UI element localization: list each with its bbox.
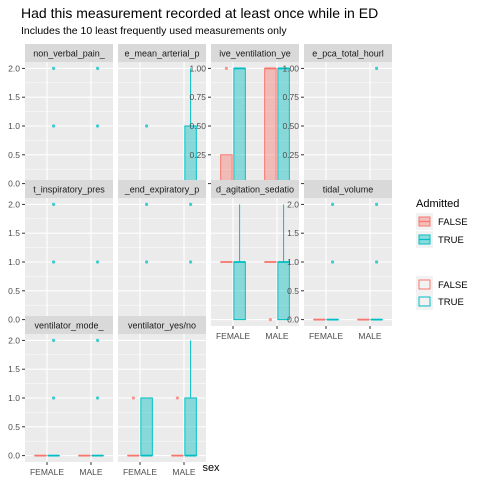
outlier-point xyxy=(96,260,99,263)
box-female-true xyxy=(234,68,246,183)
facet-panel: t_inspiratory_pres 0.0 0.5 1.0 1.5 2.0 xyxy=(8,180,113,326)
box-body xyxy=(221,155,233,184)
facet-strip-label: non_verbal_pain_ xyxy=(33,49,106,59)
box-body xyxy=(234,68,246,183)
y-tick-label: 1.0 xyxy=(8,121,20,131)
outlier-point xyxy=(52,67,55,70)
outlier-point xyxy=(176,396,179,399)
outlier-point xyxy=(331,203,334,206)
facet-strip-label: d_agitation_sedatio xyxy=(216,185,294,195)
facet-strip-label: ventilator_mode_ xyxy=(34,321,104,331)
facet-strip-label: tidal_volume xyxy=(323,185,374,195)
outlier-point xyxy=(52,203,55,206)
box-body xyxy=(234,262,246,320)
outlier-point xyxy=(132,396,135,399)
x-tick-label: MALE xyxy=(79,467,102,477)
outlier-point xyxy=(331,260,334,263)
y-tick-label: 1.5 xyxy=(8,228,20,238)
outlier-point xyxy=(52,396,55,399)
y-tick-label: 0.0 xyxy=(8,315,20,325)
x-tick-label: FEMALE xyxy=(30,467,64,477)
facet-strip-label: ventilator_yes/no xyxy=(128,321,196,331)
legend-box-label: FALSE xyxy=(438,217,468,228)
y-tick-label: 0.5 xyxy=(8,286,20,296)
outlier-point xyxy=(96,124,99,127)
x-axis-label: sex xyxy=(202,462,220,474)
y-tick-label: 0.75 xyxy=(189,92,206,102)
legend-title: Admitted xyxy=(416,198,459,210)
box-body xyxy=(265,68,277,183)
y-tick-label: 1.0 xyxy=(287,257,299,267)
box-male-false xyxy=(265,68,277,183)
outlier-point xyxy=(375,203,378,206)
x-tick-label: FEMALE xyxy=(123,467,157,477)
legend-box-label: TRUE xyxy=(438,235,464,246)
outlier-point xyxy=(375,260,378,263)
y-tick-label: 0.0 xyxy=(8,179,20,189)
outlier-point xyxy=(52,260,55,263)
y-tick-label: 1.00 xyxy=(189,63,206,73)
y-tick-label: 2.0 xyxy=(8,335,20,345)
y-tick-label: 0.5 xyxy=(8,150,20,160)
y-tick-label: 0.5 xyxy=(8,422,20,432)
outlier-point xyxy=(269,318,272,321)
y-tick-label: 1.5 xyxy=(8,92,20,102)
outlier-point xyxy=(375,67,378,70)
outlier-point xyxy=(96,396,99,399)
facet-strip-label: _end_expiratory_p xyxy=(124,185,200,195)
y-tick-label: 2.0 xyxy=(287,199,299,209)
y-tick-label: 0.0 xyxy=(8,451,20,461)
facet-panels: non_verbal_pain_ 0.0 0.5 1.0 1.5 2.0 e_mean_ar… xyxy=(8,44,392,477)
facet-strip-label: ive_ventilation_ye xyxy=(219,49,291,59)
outlier-point xyxy=(52,339,55,342)
box-body xyxy=(141,398,153,456)
outlier-point xyxy=(145,260,148,263)
facet-panel: d_agitation_sedatio FEMALE MALE xyxy=(211,180,299,341)
y-tick-label: 1.00 xyxy=(282,63,299,73)
outlier-point xyxy=(96,339,99,342)
outlier-point xyxy=(189,260,192,263)
x-tick-label: FEMALE xyxy=(309,331,343,341)
x-tick-label: FEMALE xyxy=(216,331,250,341)
chart-subtitle: Includes the 10 least frequently used me… xyxy=(21,25,287,37)
legend: Admitted FALSE TRUE FALSE TRUE xyxy=(416,198,468,310)
y-tick-label: 0.25 xyxy=(282,150,299,160)
y-tick-label: 0.5 xyxy=(287,286,299,296)
y-tick-label: 1.0 xyxy=(8,393,20,403)
outlier-point xyxy=(145,203,148,206)
y-tick-label: 0.50 xyxy=(189,121,206,131)
y-tick-label: 0.0 xyxy=(287,315,299,325)
facet-panel: non_verbal_pain_ 0.0 0.5 1.0 1.5 2.0 xyxy=(8,44,113,190)
facet-panel: ventilator_yes/no FEMALE MALE xyxy=(118,316,206,477)
x-tick-label: MALE xyxy=(265,331,288,341)
facet-panel: ventilator_mode_ 0.0 0.5 1.0 1.5 2.0 FEMALE MAL… xyxy=(8,316,113,477)
facet-panel: tidal_volume 0.0 0.5 1.0 1.5 2.0 FEMALE MALE xyxy=(287,180,392,341)
box-body xyxy=(185,398,197,456)
facet-strip-label: e_mean_arterial_p xyxy=(124,49,199,59)
y-tick-label: 1.0 xyxy=(8,257,20,267)
y-tick-label: 2.0 xyxy=(8,63,20,73)
y-tick-label: 0.75 xyxy=(282,92,299,102)
facet-panel: _end_expiratory_p xyxy=(118,180,206,326)
x-tick-label: MALE xyxy=(358,331,381,341)
y-tick-label: 1.5 xyxy=(287,228,299,238)
y-tick-label: 2.0 xyxy=(8,199,20,209)
y-tick-label: 0.50 xyxy=(282,121,299,131)
facet-strip-label: t_inspiratory_pres xyxy=(33,185,105,195)
outlier-point xyxy=(189,203,192,206)
chart-title: Had this measurement recorded at least o… xyxy=(21,5,378,21)
outlier-point xyxy=(52,124,55,127)
facet-strip-label: e_pca_total_hourl xyxy=(312,49,384,59)
box-female-true xyxy=(141,398,153,456)
x-tick-label: MALE xyxy=(172,467,195,477)
outlier-point xyxy=(225,67,228,70)
y-tick-label: 1.5 xyxy=(8,364,20,374)
outlier-point xyxy=(96,67,99,70)
legend-point-label: FALSE xyxy=(438,280,468,291)
outlier-point xyxy=(145,124,148,127)
legend-point-label: TRUE xyxy=(438,297,464,308)
y-tick-label: 0.25 xyxy=(189,150,206,160)
